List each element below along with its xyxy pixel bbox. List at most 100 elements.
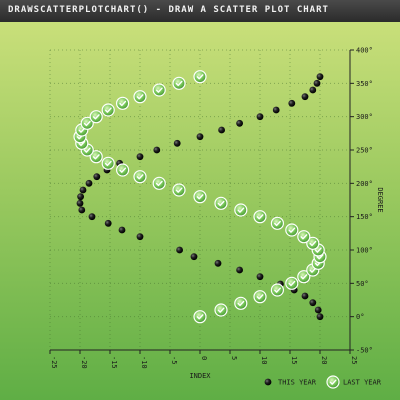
last-year-point (234, 296, 248, 310)
last-year-point (101, 103, 115, 117)
last-year-check-icon (136, 174, 144, 180)
this-year-point (78, 206, 86, 214)
last-year-check-icon (104, 107, 112, 113)
last-year-check-icon (217, 307, 225, 313)
last-year-point (285, 223, 299, 237)
last-year-check-icon (288, 227, 296, 233)
this-year-point (256, 113, 264, 121)
x-tick-label: -15 (110, 356, 118, 369)
last-year-point (270, 283, 284, 297)
last-year-point (193, 190, 207, 204)
last-year-check-icon (300, 274, 308, 280)
last-year-point (193, 310, 207, 324)
x-tick-label: 0 (200, 356, 208, 360)
last-year-point (297, 230, 311, 244)
x-tick-label: 15 (290, 356, 298, 364)
legend-last-year-marker (326, 375, 340, 389)
last-year-check-icon (196, 194, 204, 200)
last-year-check-icon (155, 87, 163, 93)
last-year-point (297, 270, 311, 284)
legend-this-year-marker (264, 378, 272, 386)
this-year-point (88, 213, 96, 221)
last-year-check-icon (119, 167, 127, 173)
x-tick-label: 20 (320, 356, 328, 364)
y-tick-label: -50° (356, 347, 373, 355)
last-year-check-icon (256, 214, 264, 220)
last-year-point (253, 290, 267, 304)
last-year-check-icon (119, 100, 127, 107)
last-year-check-icon (155, 180, 163, 187)
last-year-check-icon (274, 287, 281, 293)
last-year-point (270, 216, 284, 230)
y-tick-label: 400° (356, 47, 373, 55)
last-year-check-icon (104, 160, 112, 167)
last-year-check-icon (175, 80, 183, 87)
window-title: DRAWSCATTERPLOTCHART() - DRAW A SCATTER … (8, 5, 329, 15)
y-tick-label: 100° (356, 247, 373, 255)
this-year-point (190, 253, 198, 261)
this-year-point (301, 93, 309, 101)
last-year-check-icon (78, 140, 86, 147)
last-year-check-icon (136, 94, 144, 100)
this-year-point (288, 99, 296, 107)
this-year-point (196, 133, 204, 141)
this-year-point (214, 259, 222, 267)
x-tick-label: 10 (260, 356, 268, 364)
this-year-point (309, 299, 317, 307)
last-year-point (133, 170, 147, 184)
this-year-point (301, 292, 309, 300)
this-year-point (153, 146, 161, 154)
this-year-point (316, 73, 324, 81)
y-tick-label: 250° (356, 147, 373, 155)
last-year-check-icon (83, 120, 91, 127)
this-year-point (236, 266, 244, 274)
this-year-point (118, 226, 126, 234)
last-year-check-icon (309, 240, 317, 247)
last-year-check-icon (175, 187, 183, 193)
this-year-point (236, 119, 244, 127)
last-year-point (214, 196, 228, 210)
last-year-check-icon (217, 200, 225, 207)
last-year-check-icon (316, 254, 324, 260)
last-year-point (306, 236, 320, 250)
last-year-point (89, 110, 103, 124)
last-year-point (80, 116, 94, 130)
this-year-point (314, 306, 322, 314)
y-tick-label: 300° (356, 113, 373, 121)
y-tick-label: 150° (356, 213, 373, 221)
last-year-point (152, 176, 166, 190)
this-year-point (136, 153, 144, 161)
last-year-point (193, 70, 207, 84)
last-year-point (172, 76, 186, 90)
y-axis-title: DEGREE (376, 187, 384, 212)
legend-check-icon (329, 379, 337, 385)
this-year-point (93, 173, 101, 181)
last-year-point (172, 183, 186, 197)
x-tick-label: -20 (80, 356, 88, 369)
this-year-point (272, 106, 280, 114)
y-tick-label: 0° (356, 313, 364, 321)
last-year-check-icon (314, 247, 322, 253)
last-year-point (152, 83, 166, 97)
this-year-point (218, 126, 226, 134)
last-year-point (115, 96, 130, 110)
last-year-point (101, 156, 115, 170)
this-year-point (313, 79, 321, 87)
y-tick-label: 200° (356, 180, 373, 188)
y-tick-label: 50° (356, 280, 369, 288)
last-year-point (214, 303, 228, 317)
legend-this-year-label: THIS YEAR (278, 379, 317, 387)
legend-last-year-label: LAST YEAR (343, 379, 382, 387)
last-year-check-icon (237, 207, 245, 213)
last-year-check-icon (92, 154, 100, 160)
this-year-point (176, 246, 184, 254)
last-year-point (253, 210, 267, 224)
x-tick-label: 25 (350, 356, 358, 364)
this-year-point (316, 313, 324, 321)
last-year-check-icon (256, 294, 264, 300)
last-year-check-icon (196, 314, 204, 320)
last-year-check-icon (274, 220, 281, 227)
chart-panel (0, 22, 400, 400)
this-year-point (256, 273, 264, 281)
